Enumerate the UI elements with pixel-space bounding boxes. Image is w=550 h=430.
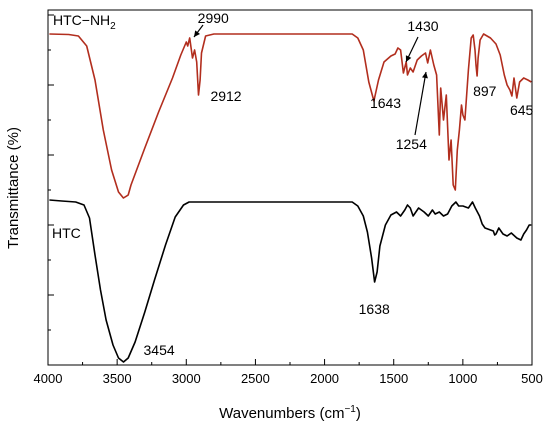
annotation-897: 897 bbox=[473, 83, 497, 99]
annotation-3454: 3454 bbox=[144, 342, 175, 358]
x-tick-label-500: 500 bbox=[521, 371, 543, 386]
y-axis-ticks bbox=[48, 14, 54, 366]
annotation-1254: 1254 bbox=[396, 136, 427, 152]
annotation-2912: 2912 bbox=[210, 88, 241, 104]
x-tick-label-1500: 1500 bbox=[379, 371, 408, 386]
plot-area bbox=[47, 9, 533, 366]
series-lines bbox=[49, 33, 532, 363]
series-line-htc-nh2 bbox=[49, 33, 532, 199]
annotation-2990: 2990 bbox=[198, 10, 229, 26]
x-axis-title: Wavenumbers (cm−1) bbox=[219, 404, 361, 422]
annotation-arrowhead-1254 bbox=[422, 72, 428, 79]
x-axis-ticks bbox=[47, 359, 533, 365]
series-label-htc-nh2: HTC−NH2 bbox=[53, 12, 116, 32]
x-tick-label-4000: 4000 bbox=[34, 371, 63, 386]
annotation-645: 645 bbox=[510, 102, 534, 118]
x-tick-label-2000: 2000 bbox=[310, 371, 339, 386]
annotation-1430: 1430 bbox=[407, 18, 438, 34]
plot-frame bbox=[47, 9, 533, 366]
peak-annotations: 2990 2912 1430 1643 1254 897 645 3454 1638 bbox=[144, 10, 534, 358]
annotation-arrow-1254 bbox=[414, 71, 427, 136]
annotation-1638: 1638 bbox=[359, 301, 390, 317]
y-axis-title: Transmittance (%) bbox=[5, 127, 22, 249]
x-tick-label-1000: 1000 bbox=[448, 371, 477, 386]
annotation-arrowhead-2990 bbox=[194, 30, 200, 37]
series-line-htc bbox=[49, 199, 532, 363]
x-tick-label-2500: 2500 bbox=[241, 371, 270, 386]
x-tick-label-3500: 3500 bbox=[103, 371, 132, 386]
annotation-arrowhead-1430 bbox=[405, 55, 412, 62]
x-axis-tick-labels: 4000 3500 3000 2500 2000 1500 1000 500 bbox=[34, 371, 543, 386]
series-label-htc: HTC bbox=[52, 225, 81, 241]
x-tick-label-3000: 3000 bbox=[172, 371, 201, 386]
annotation-1643: 1643 bbox=[370, 95, 401, 111]
